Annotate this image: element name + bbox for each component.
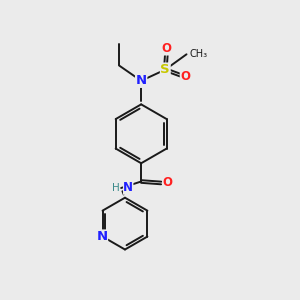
Text: S: S (160, 63, 170, 76)
Text: O: O (162, 42, 172, 55)
Text: N: N (136, 74, 147, 87)
Text: N: N (96, 230, 107, 243)
Text: CH₃: CH₃ (190, 49, 208, 59)
Text: H: H (112, 183, 120, 193)
Text: N: N (123, 182, 133, 194)
Text: O: O (180, 70, 190, 83)
Text: O: O (163, 176, 173, 190)
